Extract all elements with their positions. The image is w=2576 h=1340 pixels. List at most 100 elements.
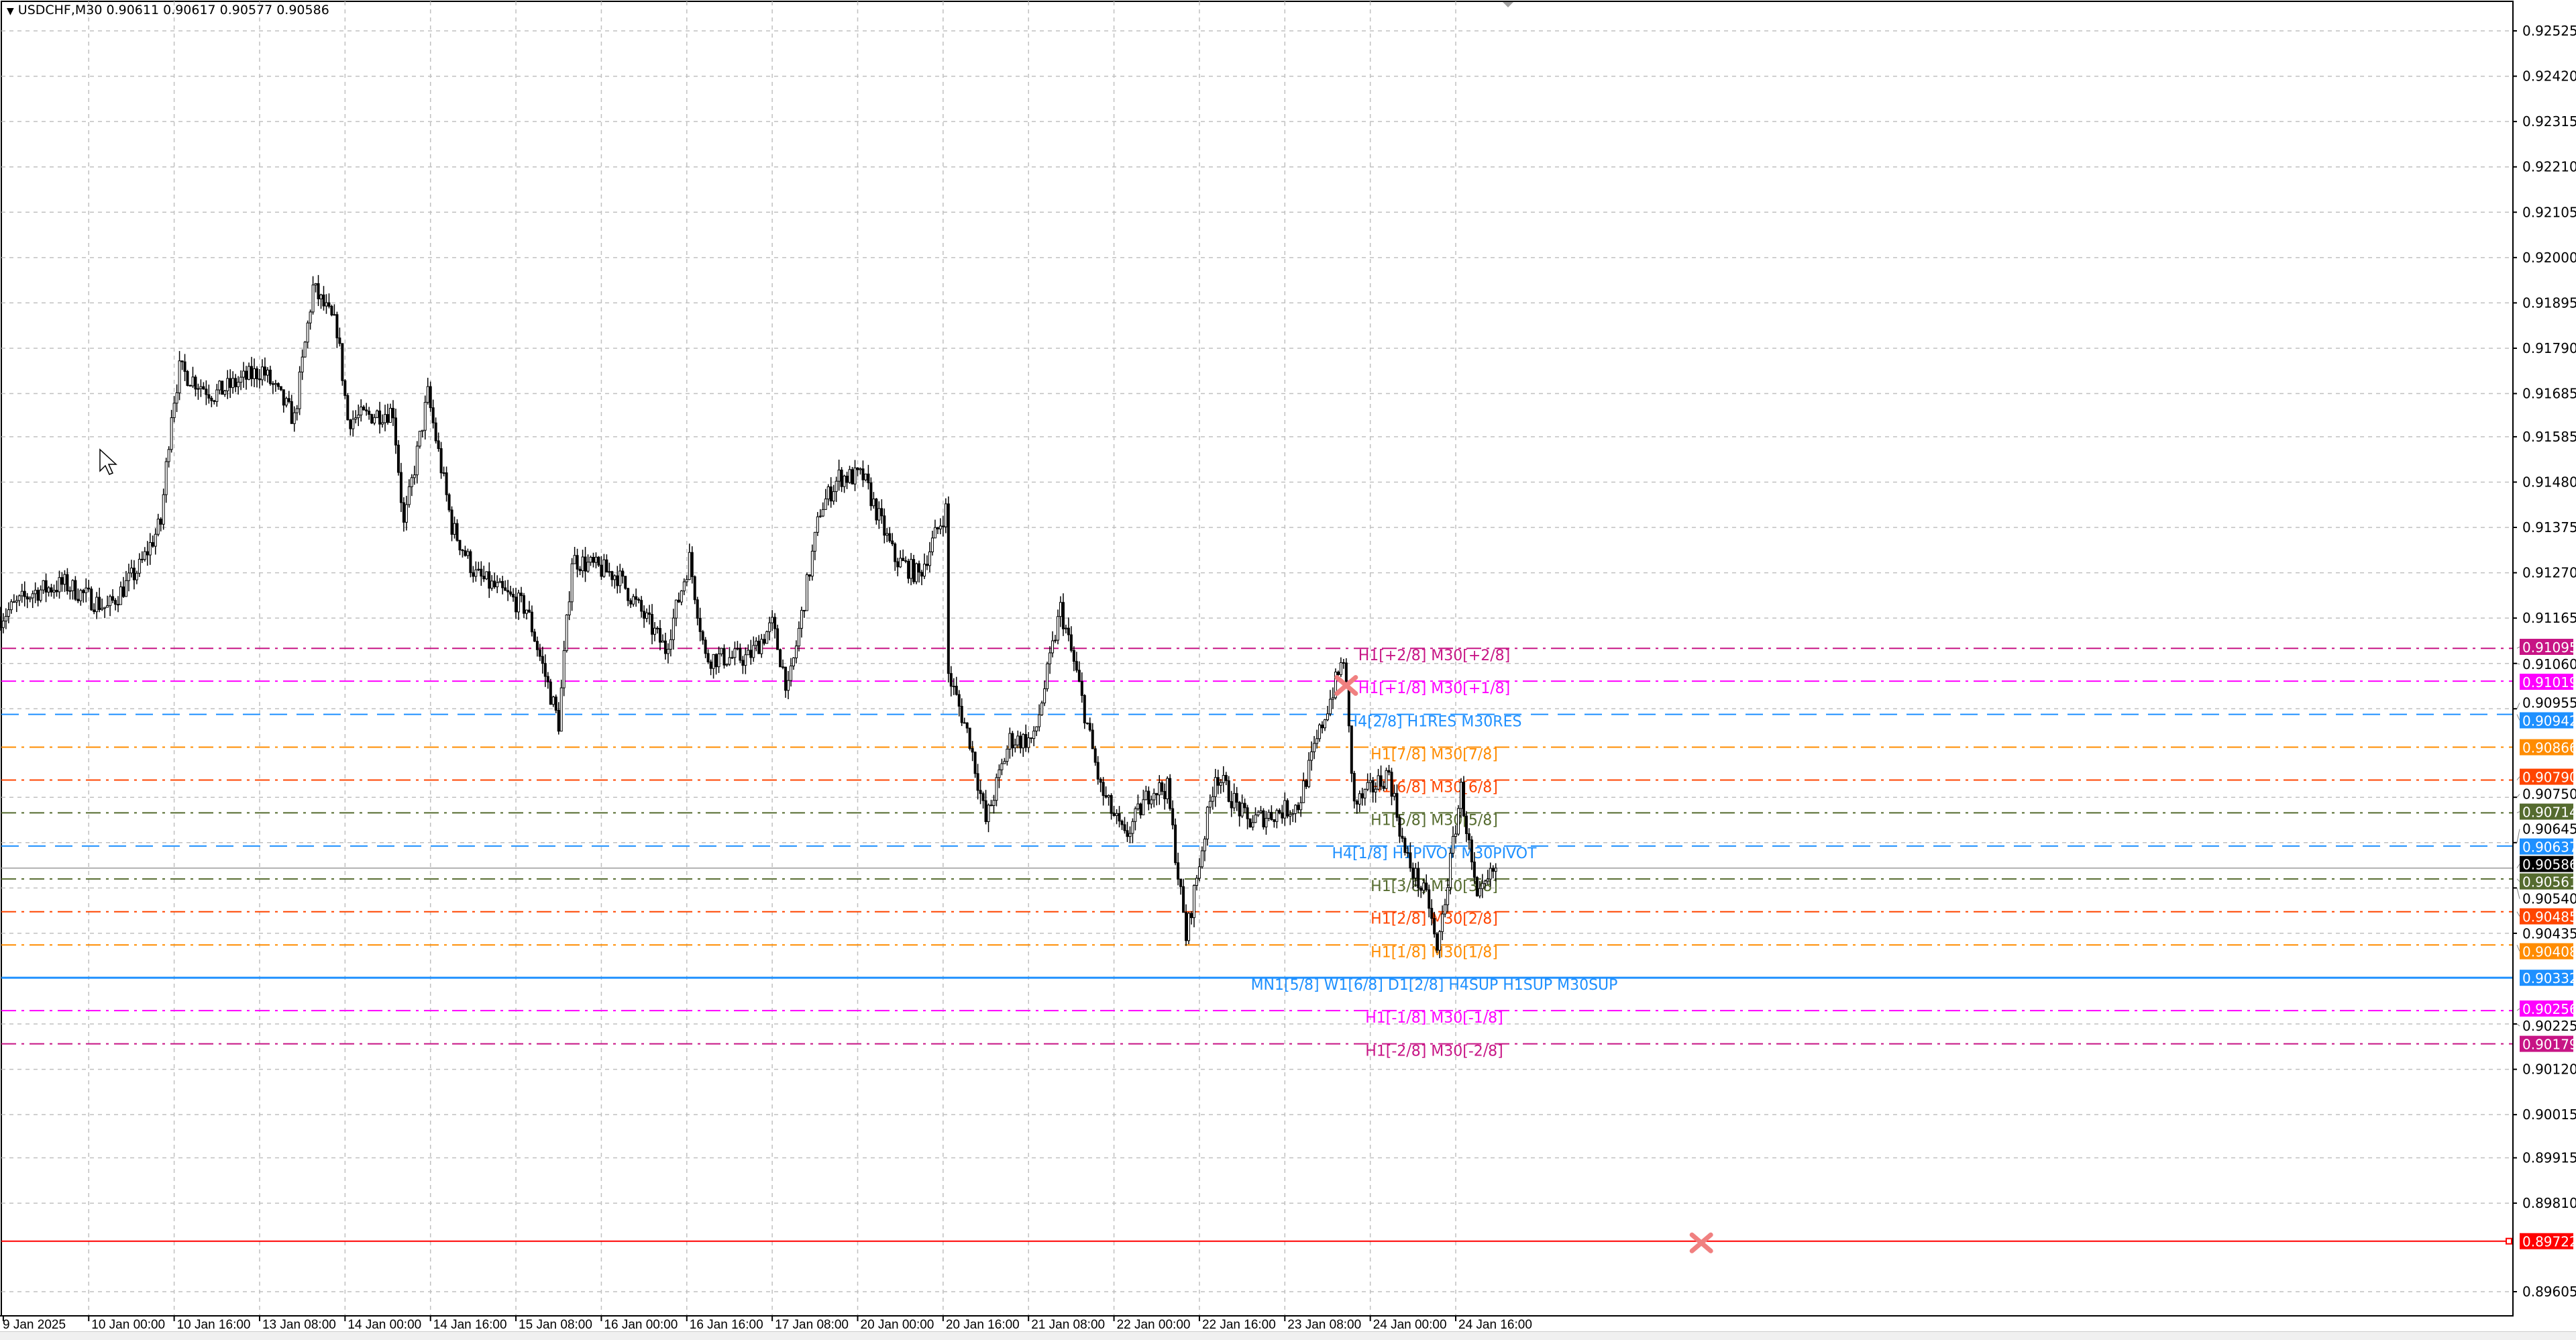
candle xyxy=(480,568,483,577)
candle xyxy=(52,590,56,592)
candle xyxy=(995,777,998,801)
candle xyxy=(525,609,528,614)
candle xyxy=(106,605,109,608)
candle xyxy=(253,368,256,379)
candle xyxy=(1112,813,1116,816)
candle xyxy=(1136,803,1140,809)
candle xyxy=(1174,824,1177,864)
price-tag xyxy=(2520,1233,2573,1249)
candle xyxy=(309,311,312,323)
price-tag-label: 0.90637 xyxy=(2522,839,2576,856)
candle xyxy=(98,597,101,611)
candle xyxy=(851,469,854,484)
candle xyxy=(194,376,197,390)
time-axis-label: 24 Jan 16:00 xyxy=(1458,1318,1532,1332)
candle xyxy=(800,610,803,629)
candle xyxy=(1313,743,1316,752)
candle xyxy=(498,580,502,583)
candle xyxy=(709,662,712,669)
candle xyxy=(1211,796,1214,802)
candle xyxy=(1240,803,1244,817)
price-tag xyxy=(2520,768,2573,785)
candle xyxy=(1328,699,1332,715)
candle xyxy=(674,599,678,619)
candle xyxy=(861,468,865,480)
candle xyxy=(245,370,248,380)
candle xyxy=(1275,810,1279,822)
candle xyxy=(904,560,908,562)
candle xyxy=(330,306,333,315)
cross-marker-icon[interactable] xyxy=(1689,1232,1713,1253)
candle xyxy=(1,620,5,628)
plot-area[interactable] xyxy=(1,1,2514,1317)
candle xyxy=(998,769,1001,778)
candle xyxy=(44,580,48,592)
candle xyxy=(643,611,646,619)
level-label: H1[+2/8] M30[+2/8] xyxy=(1358,648,1511,664)
candle xyxy=(327,302,331,307)
candle xyxy=(875,499,878,521)
candle xyxy=(151,542,154,547)
candle xyxy=(501,580,504,588)
candle xyxy=(66,574,69,592)
candle xyxy=(1163,790,1167,800)
candle xyxy=(1422,882,1426,891)
candle xyxy=(682,581,686,592)
candle xyxy=(1438,931,1442,951)
level-label: MN1[5/8] W1[6/8] D1[2/8] H4SUP H1SUP M30… xyxy=(1251,977,1618,994)
candle xyxy=(527,609,531,613)
candle xyxy=(335,314,339,339)
candle xyxy=(930,537,934,552)
candle xyxy=(1061,602,1065,629)
candle xyxy=(1467,833,1470,841)
candle xyxy=(1077,670,1081,682)
candle xyxy=(1139,803,1142,815)
candle xyxy=(1030,737,1033,739)
candle xyxy=(656,627,659,629)
candle xyxy=(790,665,792,681)
candle xyxy=(386,414,390,423)
time-axis-label: 14 Jan 16:00 xyxy=(433,1318,507,1332)
candle xyxy=(488,571,491,589)
candle xyxy=(402,502,405,523)
candle xyxy=(619,570,622,586)
label-leader xyxy=(2516,911,2520,917)
candle xyxy=(1083,694,1086,723)
candle xyxy=(229,378,232,389)
level-label: H4[2/8] H1RES M30RES xyxy=(1347,714,1522,731)
candle xyxy=(698,617,702,632)
candle xyxy=(840,469,843,487)
candle xyxy=(1243,803,1246,809)
candle xyxy=(613,575,616,580)
candle xyxy=(461,550,464,552)
price-axis-label: 0.90435 xyxy=(2522,926,2576,942)
candle xyxy=(1126,830,1129,837)
candle xyxy=(210,397,213,401)
candle xyxy=(20,590,23,597)
label-leader xyxy=(2516,811,2520,813)
candle xyxy=(1216,777,1220,786)
candle xyxy=(1254,815,1257,823)
candle xyxy=(1088,723,1091,731)
candle xyxy=(1115,813,1118,816)
candle xyxy=(757,640,761,654)
candle xyxy=(7,609,10,617)
triangle-down-icon[interactable]: ▼ xyxy=(7,6,14,17)
close-value: 0.90586 xyxy=(276,3,329,17)
candle xyxy=(292,412,296,424)
candle xyxy=(880,508,883,517)
candle xyxy=(1449,853,1452,888)
candle xyxy=(616,575,619,586)
candle xyxy=(867,473,870,484)
candle xyxy=(573,555,576,564)
candle xyxy=(472,572,475,577)
cross-marker-icon[interactable] xyxy=(1334,675,1358,697)
triangle-down-icon[interactable] xyxy=(1503,2,1513,7)
candle xyxy=(453,523,456,535)
candle xyxy=(376,410,379,418)
line-anchor-handle[interactable] xyxy=(2506,1237,2512,1245)
candle xyxy=(578,568,582,572)
candle xyxy=(589,557,592,563)
